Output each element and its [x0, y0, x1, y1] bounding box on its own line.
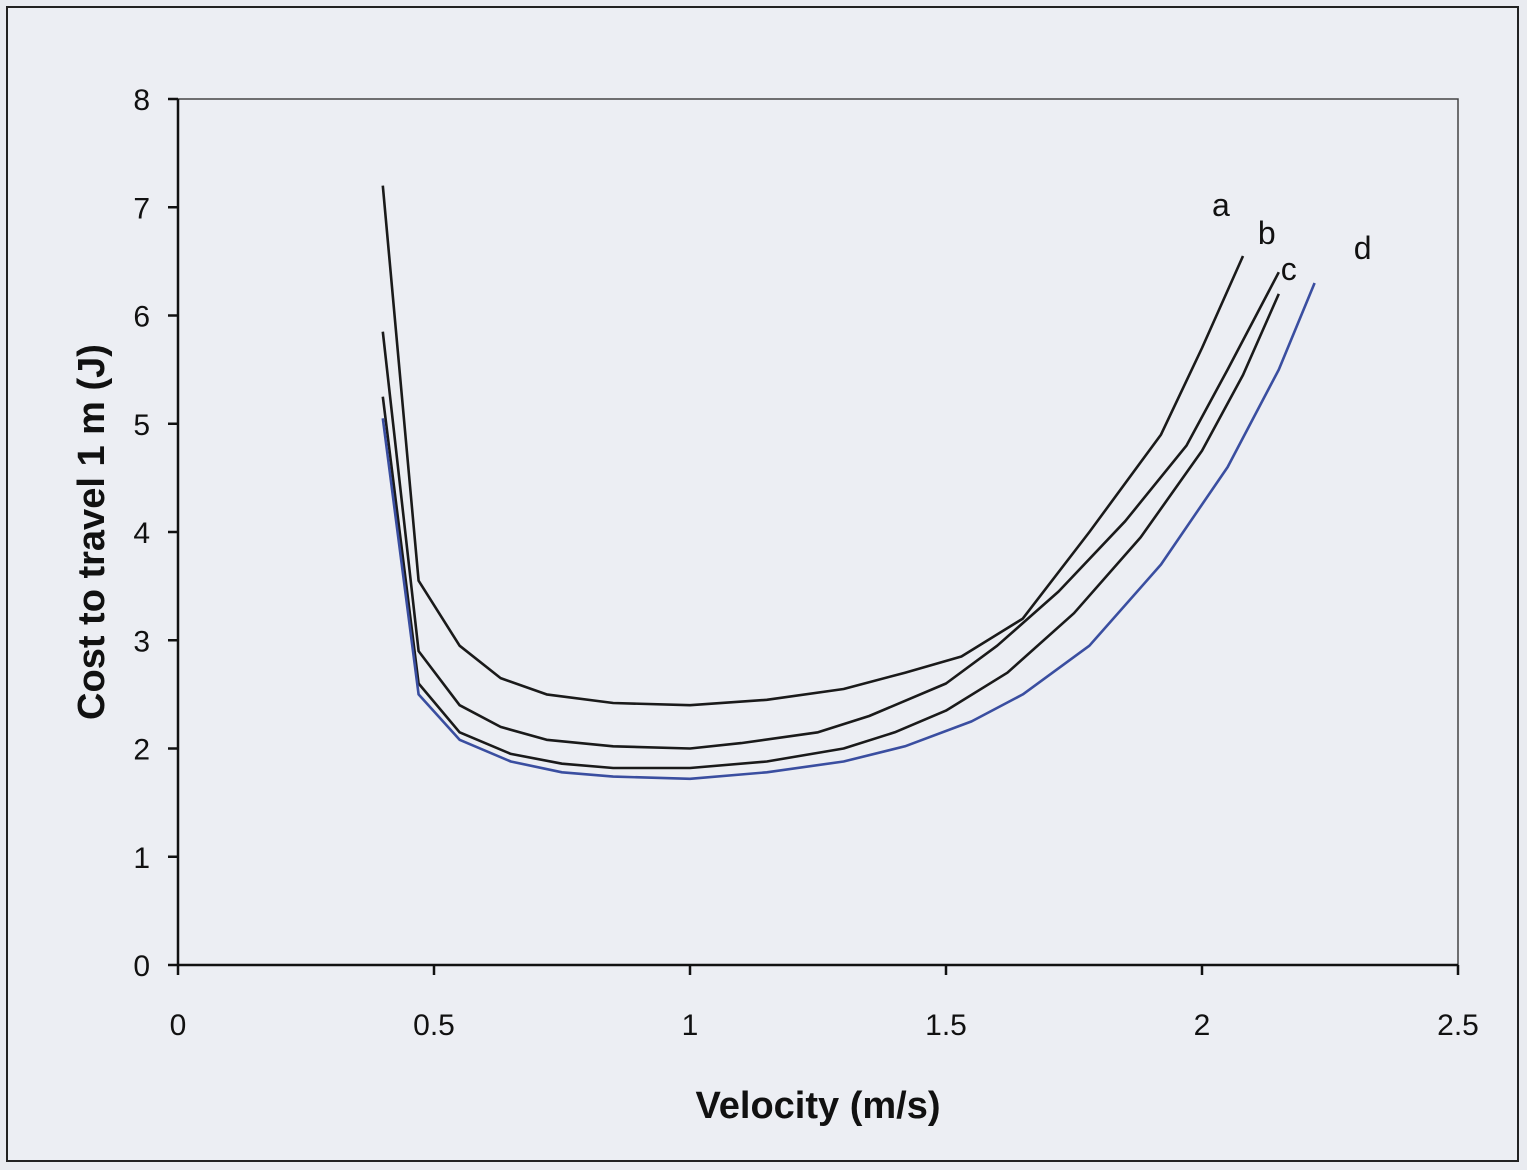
series-label-a: a — [1212, 187, 1230, 223]
y-tick-label: 7 — [133, 192, 150, 225]
series-label-c: c — [1281, 251, 1297, 287]
series-line-a — [381, 185, 1245, 707]
series-label-b: b — [1258, 215, 1276, 251]
x-tick-label: 2.5 — [1437, 1009, 1479, 1042]
x-tick-label: 0.5 — [413, 1009, 455, 1042]
series-line-d — [381, 282, 1316, 781]
y-tick-label: 1 — [133, 842, 150, 875]
series-label-d: d — [1354, 230, 1372, 266]
y-tick-label: 6 — [133, 301, 150, 334]
ticks-layer: 0 0.5 1 1.5 2 2.5 0 1 2 3 4 5 6 7 8 — [133, 84, 1479, 1042]
y-axis-title: Cost to travel 1 m (J) — [71, 344, 113, 720]
x-axis-title: Velocity (m/s) — [696, 1085, 941, 1127]
y-tick-label: 8 — [133, 84, 150, 117]
series-layer — [381, 185, 1316, 781]
series-line-b — [381, 271, 1280, 750]
y-tick-label: 3 — [133, 625, 150, 658]
x-tick-label: 2 — [1194, 1009, 1211, 1042]
chart-frame — [6, 6, 1519, 1162]
x-tick-label: 0 — [170, 1009, 187, 1042]
x-tick-label: 1 — [682, 1009, 699, 1042]
y-tick-label: 5 — [133, 409, 150, 442]
x-tick-label: 1.5 — [925, 1009, 967, 1042]
y-tick-label: 4 — [133, 517, 150, 550]
y-tick-label: 0 — [133, 950, 150, 983]
series-line-c — [381, 293, 1280, 770]
series-labels-layer: abc d — [1212, 187, 1371, 287]
y-tick-label: 2 — [133, 734, 150, 767]
